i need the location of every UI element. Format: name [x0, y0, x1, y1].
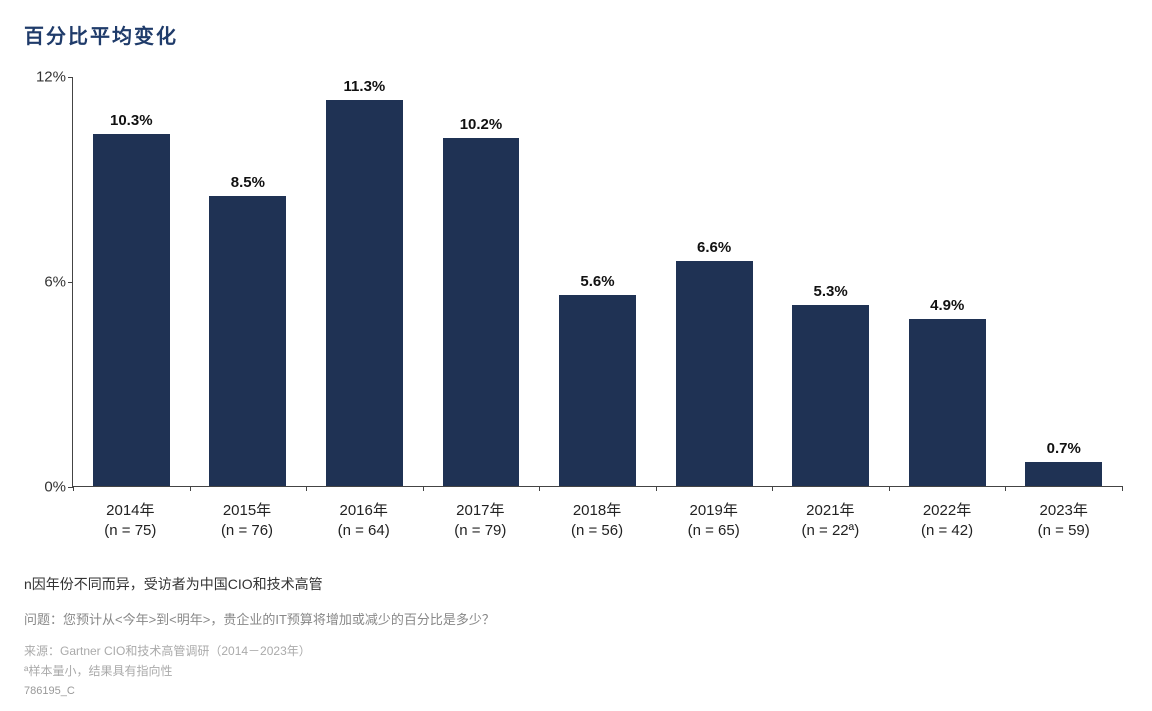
x-label-n: (n = 76) [189, 521, 306, 541]
x-label-year: 2014年 [72, 501, 189, 521]
x-tick-mark [306, 486, 307, 491]
x-axis-label: 2016年(n = 64) [305, 495, 422, 547]
x-label-n: (n = 56) [539, 521, 656, 541]
x-label-n: (n = 59) [1005, 521, 1122, 541]
bar-column: 6.6% [656, 77, 773, 486]
x-axis-label: 2014年(n = 75) [72, 495, 189, 547]
bar-value-label: 10.3% [110, 112, 153, 129]
bar-value-label: 4.9% [930, 297, 964, 314]
x-tick-mark [73, 486, 74, 491]
footer-footnote: ª样本量小，结果具有指向性 [24, 661, 1128, 681]
y-tick-label: 12% [36, 69, 66, 86]
x-axis-label: 2023年(n = 59) [1005, 495, 1122, 547]
bar [326, 100, 403, 486]
plot-area: 10.3%8.5%11.3%10.2%5.6%6.6%5.3%4.9%0.7% … [72, 67, 1122, 547]
x-label-year: 2022年 [889, 501, 1006, 521]
x-tick-mark [539, 486, 540, 491]
x-label-year: 2015年 [189, 501, 306, 521]
bar-column: 11.3% [306, 77, 423, 486]
bar-column: 10.3% [73, 77, 190, 486]
y-tick-mark [68, 77, 73, 78]
x-tick-mark [772, 486, 773, 491]
footer-code: 786195_C [24, 682, 1128, 701]
footer: n因年份不同而异，受访者为中国CIO和技术高管 问题：您预计从<今年>到<明年>… [24, 573, 1128, 700]
x-tick-mark [1122, 486, 1123, 491]
bars-container: 10.3% 8.5% 11.3% 10.2% 5.6% 6.6% 5.3% 4.9% 0.7% [73, 77, 1122, 486]
x-tick-mark [190, 486, 191, 491]
y-tick-mark [68, 282, 73, 283]
x-label-n: (n = 65) [655, 521, 772, 541]
bar-value-label: 11.3% [344, 78, 386, 95]
footer-source: 来源：Gartner CIO和技术高管调研（2014－2023年） [24, 641, 1128, 661]
plot-inner: 10.3% 8.5% 11.3% 10.2% 5.6% 6.6% 5.3% 4.9% 0.7% [72, 77, 1122, 487]
x-label-n: (n = 22ª) [772, 521, 889, 541]
bar [1025, 462, 1102, 486]
bar-column: 5.6% [539, 77, 656, 486]
bar [209, 196, 286, 486]
bar-value-label: 6.6% [697, 239, 731, 256]
x-label-year: 2017年 [422, 501, 539, 521]
bar-value-label: 0.7% [1047, 440, 1081, 457]
bar-value-label: 5.3% [814, 283, 848, 300]
x-label-year: 2018年 [539, 501, 656, 521]
x-label-n: (n = 79) [422, 521, 539, 541]
x-axis-label: 2015年(n = 76) [189, 495, 306, 547]
bar-value-label: 5.6% [580, 273, 614, 290]
y-tick-label: 6% [44, 274, 66, 291]
bar [792, 305, 869, 486]
x-label-year: 2016年 [305, 501, 422, 521]
footer-note-sample: n因年份不同而异，受访者为中国CIO和技术高管 [24, 573, 1128, 597]
bar [443, 138, 520, 487]
x-axis-label: 2021年(n = 22ª) [772, 495, 889, 547]
bar [93, 134, 170, 486]
x-label-year: 2021年 [772, 501, 889, 521]
bar-column: 10.2% [423, 77, 540, 486]
x-axis-label: 2019年(n = 65) [655, 495, 772, 547]
y-axis: 0% 6% 12% [24, 67, 72, 517]
bar-value-label: 10.2% [460, 116, 503, 133]
x-axis-label: 2017年(n = 79) [422, 495, 539, 547]
chart: 0% 6% 12% 10.3% 8.5% 11.3% 10.2% 5.6% 6.6% 5.3% 4… [24, 67, 1122, 547]
bar [559, 295, 636, 486]
footer-note-question: 问题：您预计从<今年>到<明年>，贵企业的IT预算将增加或减少的百分比是多少？ [24, 609, 1128, 631]
x-axis-labels: 2014年(n = 75)2015年(n = 76)2016年(n = 64)2… [72, 495, 1122, 547]
bar [676, 261, 753, 487]
bar-column: 0.7% [1006, 77, 1123, 486]
chart-title: 百分比平均变化 [24, 20, 1128, 49]
x-label-year: 2023年 [1005, 501, 1122, 521]
x-axis-label: 2022年(n = 42) [889, 495, 1006, 547]
x-tick-mark [423, 486, 424, 491]
bar-value-label: 8.5% [231, 174, 265, 191]
x-tick-mark [656, 486, 657, 491]
bar [909, 319, 986, 486]
x-tick-mark [889, 486, 890, 491]
x-label-n: (n = 75) [72, 521, 189, 541]
x-label-n: (n = 42) [889, 521, 1006, 541]
x-label-n: (n = 64) [305, 521, 422, 541]
x-tick-mark [1005, 486, 1006, 491]
y-tick-label: 0% [44, 479, 66, 496]
bar-column: 5.3% [772, 77, 889, 486]
x-label-year: 2019年 [655, 501, 772, 521]
bar-column: 4.9% [889, 77, 1006, 486]
bar-column: 8.5% [190, 77, 307, 486]
x-axis-label: 2018年(n = 56) [539, 495, 656, 547]
